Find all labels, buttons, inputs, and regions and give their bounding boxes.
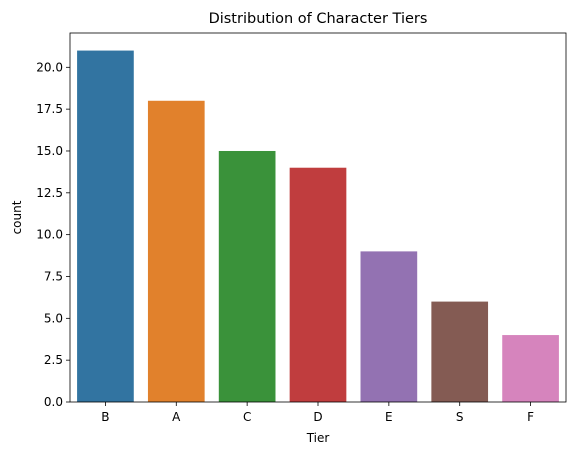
y-tick-label: 7.5	[44, 269, 63, 283]
bar-E	[360, 251, 418, 402]
y-tick-label: 2.5	[44, 353, 63, 367]
y-tick-label: 12.5	[36, 186, 63, 200]
bars	[77, 50, 559, 402]
bar-S	[431, 301, 489, 402]
x-axis-label: Tier	[306, 431, 330, 445]
y-axis-ticks: 0.0 2.5 5.0 7.5 10.0 12.5 15.0 17.5 20.0	[36, 60, 70, 409]
bar-F	[502, 335, 559, 402]
x-tick-label: C	[243, 410, 251, 424]
y-tick-label: 0.0	[44, 395, 63, 409]
x-tick-label: A	[172, 410, 181, 424]
bar-C	[218, 150, 276, 402]
bar-B	[77, 50, 134, 402]
y-axis-label: count	[10, 200, 24, 234]
x-tick-label: D	[313, 410, 322, 424]
y-tick-label: 15.0	[36, 144, 63, 158]
bar-D	[289, 167, 347, 402]
x-tick-label: S	[456, 410, 464, 424]
x-tick-label: E	[385, 410, 393, 424]
y-tick-label: 20.0	[36, 60, 63, 74]
y-tick-label: 17.5	[36, 102, 63, 116]
chart-title: Distribution of Character Tiers	[209, 11, 428, 27]
plot-frame	[69, 32, 567, 403]
y-tick-label: 10.0	[36, 228, 63, 242]
x-tick-label: B	[101, 410, 109, 424]
x-tick-label: F	[527, 410, 534, 424]
bar-A	[147, 100, 205, 402]
y-tick-label: 5.0	[44, 311, 63, 325]
